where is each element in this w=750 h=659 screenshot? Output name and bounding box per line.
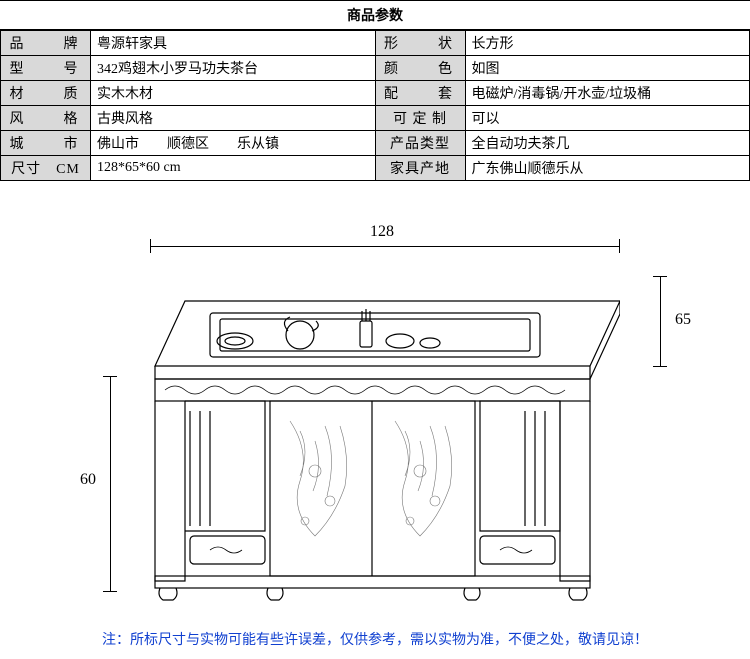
note-text: 所标尺寸与实物可能有些许误差，仅供参考，需以实物为准，不便之处，敬请见谅！ — [130, 633, 648, 648]
spec-label: 尺寸 CM — [1, 156, 91, 181]
spec-value: 可以 — [465, 106, 749, 131]
table-row: 尺寸 CM 128*65*60 cm 家具产地 广东佛山顺德乐从 — [1, 156, 750, 181]
spec-table: 品 牌 粤源轩家具 形 状 长方形 型 号 342鸡翅木小罗马功夫茶台 颜 色 … — [0, 30, 750, 181]
spec-value: 全自动功夫茶几 — [465, 131, 749, 156]
spec-value: 广东佛山顺德乐从 — [465, 156, 749, 181]
note-prefix: 注： — [102, 633, 130, 648]
spec-label: 配 套 — [375, 81, 465, 106]
dim-line-height — [110, 376, 111, 591]
spec-label: 颜 色 — [375, 56, 465, 81]
dimension-diagram: 128 65 60 — [0, 211, 750, 651]
spec-label: 产品类型 — [375, 131, 465, 156]
width-dim-label: 128 — [370, 223, 394, 241]
table-row: 材 质 实木木材 配 套 电磁炉/消毒锅/开水壶/垃圾桶 — [1, 81, 750, 106]
dim-tick — [619, 239, 620, 253]
spec-label: 风 格 — [1, 106, 91, 131]
spec-value: 电磁炉/消毒锅/开水壶/垃圾桶 — [465, 81, 749, 106]
table-row: 城 市 佛山市 顺德区 乐从镇 产品类型 全自动功夫茶几 — [1, 131, 750, 156]
table-row: 型 号 342鸡翅木小罗马功夫茶台 颜 色 如图 — [1, 56, 750, 81]
spec-value: 实木木材 — [90, 81, 375, 106]
spec-label: 家具产地 — [375, 156, 465, 181]
spec-label: 形 状 — [375, 31, 465, 56]
spec-value: 如图 — [465, 56, 749, 81]
spec-value: 长方形 — [465, 31, 749, 56]
section-title: 商品参数 — [0, 0, 750, 30]
dim-tick — [150, 239, 151, 253]
spec-value: 古典风格 — [90, 106, 375, 131]
spec-value: 佛山市 顺德区 乐从镇 — [90, 131, 375, 156]
table-row: 品 牌 粤源轩家具 形 状 长方形 — [1, 31, 750, 56]
dim-tick — [653, 366, 667, 367]
dim-tick — [653, 276, 667, 277]
dim-line-width — [150, 246, 620, 247]
footnote: 注：所标尺寸与实物可能有些许误差，仅供参考，需以实物为准，不便之处，敬请见谅！ — [0, 629, 750, 649]
spec-value: 粤源轩家具 — [90, 31, 375, 56]
dim-tick — [103, 376, 117, 377]
spec-label: 品 牌 — [1, 31, 91, 56]
spec-label: 城 市 — [1, 131, 91, 156]
spec-label: 型 号 — [1, 56, 91, 81]
spec-value: 342鸡翅木小罗马功夫茶台 — [90, 56, 375, 81]
table-row: 风 格 古典风格 可 定 制 可以 — [1, 106, 750, 131]
spec-label: 材 质 — [1, 81, 91, 106]
spec-value: 128*65*60 cm — [90, 156, 375, 181]
dim-tick — [103, 591, 117, 592]
dim-line-depth — [660, 276, 661, 366]
depth-dim-label: 65 — [675, 311, 691, 329]
spec-label: 可 定 制 — [375, 106, 465, 131]
height-dim-label: 60 — [80, 471, 96, 489]
tea-table-sketch — [150, 271, 620, 601]
